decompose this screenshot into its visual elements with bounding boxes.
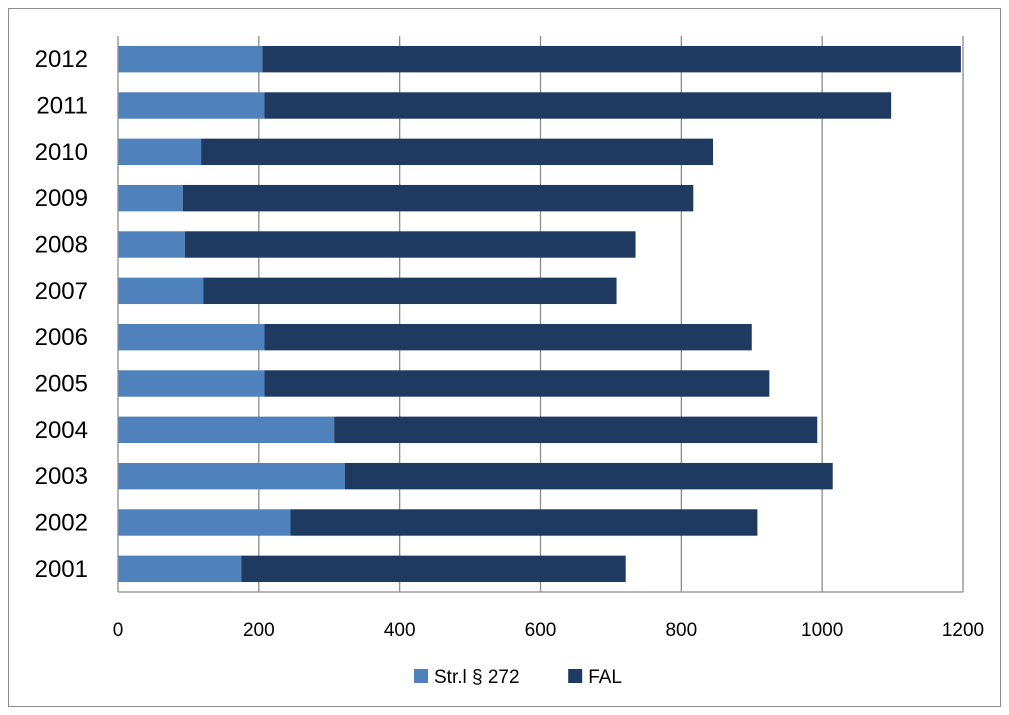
category-label: 2010 [35, 139, 88, 166]
bar-2008-series-2 [184, 231, 636, 258]
bar-2002-series-2 [290, 509, 758, 536]
bar-2011-series-1 [118, 92, 265, 119]
bar-2010-series-2 [201, 138, 714, 166]
bar-2002-series-1 [118, 509, 291, 536]
category-label: 2002 [35, 510, 88, 537]
category-label: 2006 [35, 324, 88, 351]
bar-2004-series-2 [334, 416, 818, 444]
bar-2012-series-2 [262, 45, 961, 73]
legend-label-2: FAL [588, 667, 622, 688]
bar-2001-series-1 [118, 555, 242, 583]
chart-frame [8, 8, 1001, 707]
bar-2007-series-1 [118, 277, 204, 305]
bar-2001-series-2 [241, 555, 626, 583]
x-tick-label: 600 [525, 620, 557, 641]
bar-2004-series-1 [118, 416, 335, 444]
bar-2003-series-2 [344, 462, 833, 490]
category-label: 2011 [36, 93, 88, 120]
bar-2003-series-1 [118, 462, 345, 490]
x-tick-label: 800 [665, 620, 697, 641]
bar-2009-series-2 [182, 184, 694, 212]
category-label: 2007 [35, 278, 88, 305]
category-label: 2001 [35, 556, 88, 583]
bar-2005-series-1 [118, 370, 265, 397]
legend-swatch-1 [414, 669, 428, 683]
bar-2008-series-1 [118, 231, 185, 258]
x-tick-label: 1000 [801, 620, 843, 641]
bar-2010-series-1 [118, 138, 202, 166]
category-label: 2005 [35, 371, 88, 398]
bar-2006-series-1 [118, 323, 265, 351]
category-label: 2009 [35, 185, 88, 212]
bars [118, 45, 961, 583]
category-labels: 2012 2011 2010 2009 2008 2007 2006 2005 2004 2003… [35, 46, 88, 583]
bar-2011-series-2 [264, 92, 892, 119]
x-tick-label: 200 [243, 620, 275, 641]
bar-2009-series-1 [118, 184, 183, 212]
bar-2006-series-2 [264, 323, 752, 351]
legend-label-1: Str.l § 272 [434, 667, 520, 688]
category-label: 2004 [35, 417, 88, 444]
legend-swatch-2 [568, 669, 583, 683]
gridlines [258, 36, 964, 592]
bar-2012-series-1 [118, 45, 263, 73]
value-tick-labels: 0 200 400 600 800 1000 1200 [113, 620, 984, 641]
axes [117, 36, 963, 593]
x-tick-label: 400 [384, 620, 416, 641]
category-label: 2008 [35, 232, 88, 259]
x-tick-label: 1200 [942, 620, 984, 641]
legend: Str.l § 272 FAL [414, 667, 622, 688]
x-tick-label: 0 [113, 620, 124, 641]
bar-2007-series-2 [203, 277, 617, 305]
bar-2005-series-2 [264, 370, 770, 397]
category-label: 2012 [35, 46, 88, 73]
category-label: 2003 [35, 463, 88, 490]
